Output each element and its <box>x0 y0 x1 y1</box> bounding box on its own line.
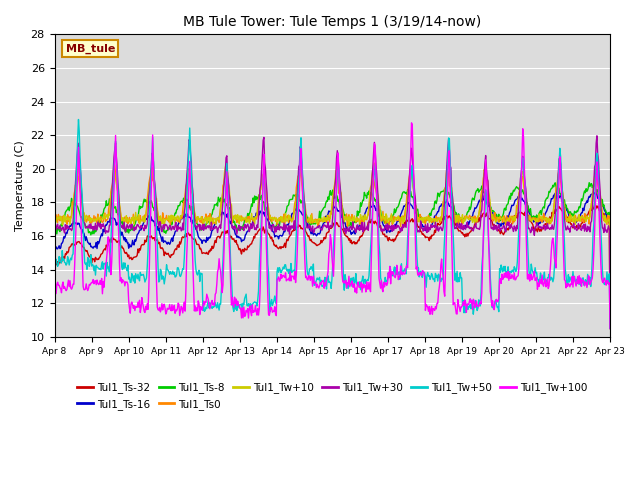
Tul1_Ts-16 <box>54 246 61 252</box>
Tul1_Tw+100 <box>118 280 125 286</box>
Tul1_Ts0 <box>175 217 183 223</box>
Line: Tul1_Tw+30: Tul1_Tw+30 <box>54 136 610 328</box>
Tul1_Tw+50 <box>606 325 614 331</box>
Tul1_Ts-16 <box>118 231 126 237</box>
Text: MB_tule: MB_tule <box>66 43 115 54</box>
Tul1_Tw+50 <box>75 117 83 122</box>
Tul1_Tw+50 <box>204 298 212 303</box>
Tul1_Tw+10 <box>51 219 58 225</box>
Tul1_Tw+100 <box>400 271 408 277</box>
Tul1_Tw+10 <box>445 157 452 163</box>
Tul1_Tw+30 <box>204 223 211 229</box>
Tul1_Tw+50 <box>61 260 68 265</box>
Legend: Tul1_Ts-32, Tul1_Ts-16, Tul1_Ts-8, Tul1_Ts0, Tul1_Tw+10, Tul1_Tw+30, Tul1_Tw+50,: Tul1_Ts-32, Tul1_Ts-16, Tul1_Ts-8, Tul1_… <box>73 378 591 414</box>
Tul1_Ts-32 <box>175 244 183 250</box>
Tul1_Ts0 <box>417 214 424 219</box>
Tul1_Ts-16 <box>204 236 212 242</box>
Tul1_Ts-16 <box>401 204 408 209</box>
Tul1_Tw+100 <box>204 294 211 300</box>
Tul1_Ts-16 <box>61 233 69 239</box>
Line: Tul1_Tw+100: Tul1_Tw+100 <box>54 123 610 328</box>
Y-axis label: Temperature (C): Temperature (C) <box>15 140 25 231</box>
Tul1_Tw+30 <box>416 225 424 230</box>
Tul1_Tw+30 <box>606 325 614 331</box>
Title: MB Tule Tower: Tule Temps 1 (3/19/14-now): MB Tule Tower: Tule Temps 1 (3/19/14-now… <box>183 15 481 29</box>
Tul1_Ts0 <box>118 216 126 221</box>
Tul1_Tw+100 <box>61 284 68 289</box>
Tul1_Tw+10 <box>61 217 68 223</box>
Tul1_Ts-8 <box>118 220 126 226</box>
Tul1_Tw+100 <box>408 120 415 126</box>
Tul1_Tw+10 <box>204 215 211 221</box>
Tul1_Ts0 <box>61 215 68 220</box>
Tul1_Ts0 <box>204 213 212 219</box>
Tul1_Ts0 <box>606 325 614 331</box>
Tul1_Ts0 <box>401 213 408 218</box>
Tul1_Tw+10 <box>118 218 125 224</box>
Tul1_Ts-8 <box>175 203 183 209</box>
Tul1_Ts-32 <box>61 251 69 257</box>
Line: Tul1_Ts0: Tul1_Ts0 <box>54 163 610 328</box>
Tul1_Ts-16 <box>51 245 58 251</box>
Tul1_Ts-8 <box>51 232 59 238</box>
Tul1_Ts-32 <box>591 202 598 208</box>
Tul1_Ts-16 <box>592 190 600 195</box>
Tul1_Tw+10 <box>416 216 424 221</box>
Line: Tul1_Tw+50: Tul1_Tw+50 <box>54 120 610 328</box>
Tul1_Ts-8 <box>606 209 614 215</box>
Tul1_Tw+50 <box>175 267 183 273</box>
Tul1_Tw+10 <box>174 213 182 219</box>
Tul1_Tw+30 <box>400 225 408 230</box>
Tul1_Ts-32 <box>401 219 408 225</box>
Tul1_Tw+50 <box>118 267 126 273</box>
Tul1_Ts-16 <box>606 217 614 223</box>
Line: Tul1_Ts-32: Tul1_Ts-32 <box>54 205 610 265</box>
Tul1_Tw+50 <box>401 266 408 272</box>
Tul1_Tw+30 <box>174 223 182 228</box>
Tul1_Ts-32 <box>51 257 58 263</box>
Tul1_Tw+30 <box>118 225 125 230</box>
Tul1_Tw+30 <box>51 227 58 233</box>
Tul1_Ts-32 <box>118 245 126 251</box>
Tul1_Tw+10 <box>400 215 408 220</box>
Tul1_Tw+50 <box>51 259 58 264</box>
Line: Tul1_Ts-8: Tul1_Ts-8 <box>54 183 610 235</box>
Tul1_Ts-32 <box>417 229 424 235</box>
Tul1_Ts-16 <box>175 220 183 226</box>
Tul1_Ts-8 <box>51 232 58 238</box>
Tul1_Ts-8 <box>586 180 593 186</box>
Tul1_Ts-8 <box>417 214 424 220</box>
Tul1_Ts-32 <box>606 218 614 224</box>
Tul1_Tw+30 <box>61 230 68 236</box>
Tul1_Ts-8 <box>204 219 212 225</box>
Tul1_Tw+100 <box>174 300 182 306</box>
Tul1_Tw+50 <box>417 268 424 274</box>
Tul1_Tw+30 <box>593 133 601 139</box>
Tul1_Ts-16 <box>417 218 424 224</box>
Line: Tul1_Ts-16: Tul1_Ts-16 <box>54 192 610 249</box>
Tul1_Ts-8 <box>61 209 69 215</box>
Tul1_Ts-8 <box>401 189 408 195</box>
Tul1_Tw+100 <box>51 287 58 292</box>
Tul1_Ts0 <box>110 160 118 166</box>
Tul1_Tw+100 <box>417 270 424 276</box>
Tul1_Tw+100 <box>606 325 614 331</box>
Tul1_Tw+10 <box>606 325 614 331</box>
Tul1_Ts-32 <box>204 252 212 257</box>
Tul1_Ts-32 <box>53 262 61 268</box>
Tul1_Ts0 <box>51 213 58 219</box>
Line: Tul1_Tw+10: Tul1_Tw+10 <box>54 160 610 328</box>
